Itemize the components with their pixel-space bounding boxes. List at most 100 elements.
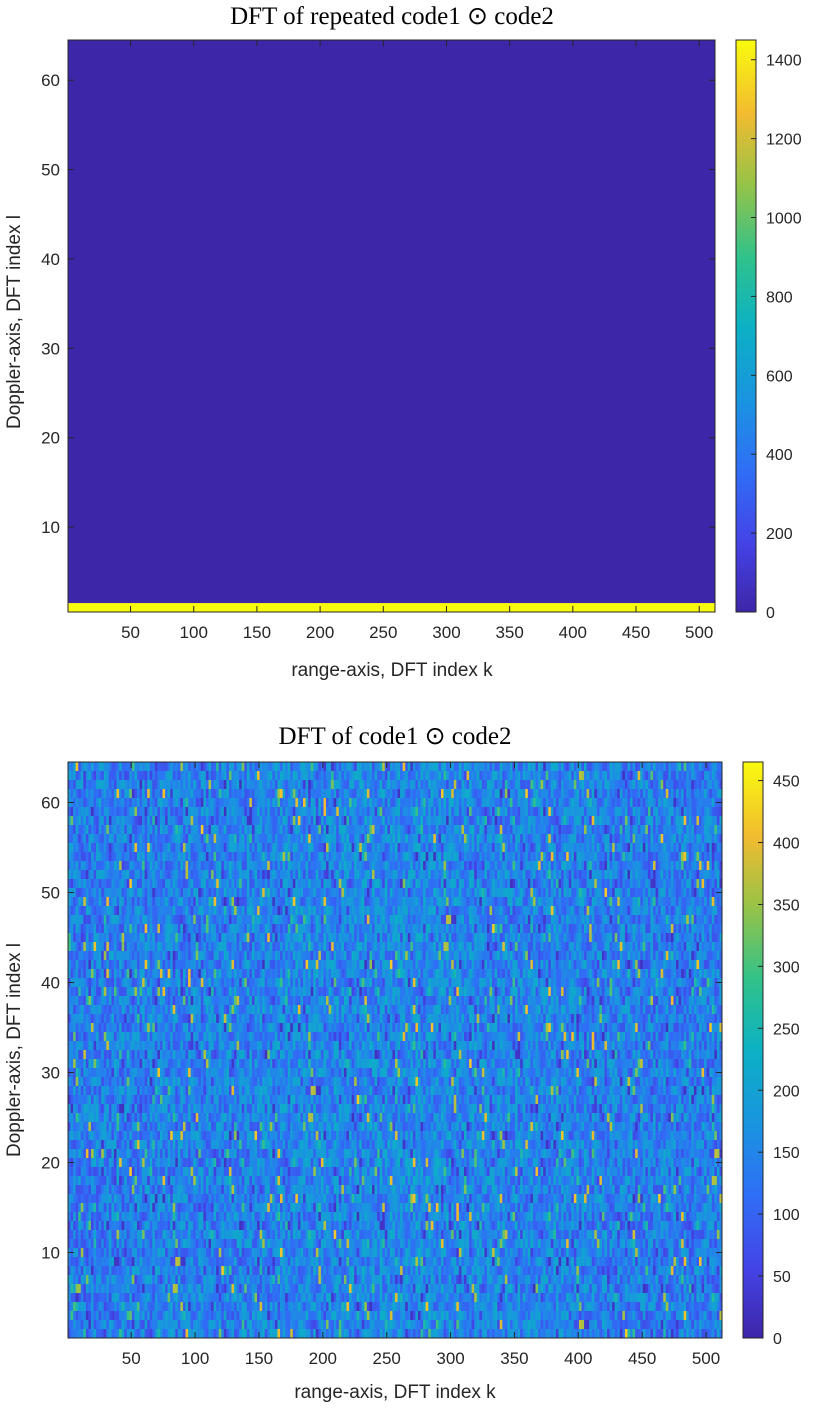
heatmap-cell [213, 924, 217, 934]
heatmap-cell [144, 825, 148, 835]
heatmap-cell [239, 825, 243, 835]
heatmap-cell [93, 1113, 97, 1123]
heatmap-cell [208, 1185, 212, 1195]
heatmap-cell [254, 789, 258, 799]
heatmap-cell [208, 1104, 212, 1114]
heatmap-cell [106, 1122, 110, 1132]
heatmap-cell [88, 1014, 92, 1024]
heatmap-cell [134, 951, 138, 961]
heatmap-cell [167, 1032, 171, 1042]
heatmap-cell [172, 1248, 176, 1258]
heatmap-cell [119, 870, 123, 880]
heatmap-cell [180, 1077, 184, 1087]
heatmap-cell [113, 906, 117, 916]
heatmap-cell [228, 1032, 232, 1042]
heatmap-cell [149, 1257, 153, 1267]
heatmap-cell [126, 933, 130, 943]
heatmap-cell [188, 1221, 192, 1231]
heatmap-cell [223, 1185, 227, 1195]
heatmap-cell [121, 843, 125, 853]
heatmap-cell [139, 1140, 143, 1150]
heatmap-cell [177, 915, 181, 925]
heatmap-cell [218, 1086, 222, 1096]
heatmap-cell [121, 1329, 125, 1339]
heatmap-cell [228, 1095, 232, 1105]
heatmap-cell [236, 1221, 240, 1231]
heatmap-cell [142, 1320, 146, 1330]
heatmap-cell [131, 1284, 135, 1294]
heatmap-cell [124, 1293, 128, 1303]
heatmap-cell [98, 1320, 102, 1330]
heatmap-cell [211, 789, 215, 799]
heatmap-cell [177, 942, 181, 952]
heatmap-cell [124, 978, 128, 988]
heatmap-cell [251, 816, 255, 826]
heatmap-cell [246, 1131, 250, 1141]
heatmap-cell [111, 1005, 115, 1015]
colorbar-tick-label: 1200 [766, 132, 802, 149]
heatmap-cell [78, 1221, 82, 1231]
heatmap-cell [162, 1203, 166, 1213]
heatmap-cell [98, 942, 102, 952]
heatmap-cell [73, 960, 77, 970]
heatmap-cell [221, 1068, 225, 1078]
heatmap-cell [203, 1059, 207, 1069]
colorbar-tick-label: 1000 [766, 211, 802, 228]
heatmap-cell [195, 1095, 199, 1105]
heatmap-cell [85, 1005, 89, 1015]
heatmap-cell [90, 1320, 94, 1330]
heatmap-cell [108, 1104, 112, 1114]
heatmap-cell [83, 1131, 87, 1141]
heatmap-cell [177, 1113, 181, 1123]
heatmap-cell [246, 1086, 250, 1096]
heatmap-cell [167, 906, 171, 916]
heatmap-cell [190, 1041, 194, 1051]
heatmap-cell [205, 1149, 209, 1159]
heatmap-cell [262, 924, 266, 934]
heatmap-cell [195, 771, 199, 781]
heatmap-cell [139, 996, 143, 1006]
heatmap-cell [228, 1248, 232, 1258]
heatmap-cell [142, 1248, 146, 1258]
heatmap-cell [144, 969, 148, 979]
heatmap-cell [70, 762, 74, 772]
heatmap-cell [205, 1266, 209, 1276]
heatmap-cell [175, 834, 179, 844]
heatmap-cell [177, 1122, 181, 1132]
heatmap-cell [116, 1320, 120, 1330]
x-tick-label: 400 [559, 623, 587, 642]
heatmap-cell [262, 987, 266, 997]
heatmap-cell [241, 1311, 245, 1321]
heatmap-cell [159, 1086, 163, 1096]
heatmap-cell [200, 1158, 204, 1168]
heatmap-cell [152, 861, 156, 871]
heatmap-cell [259, 1302, 263, 1312]
heatmap-cell [216, 798, 220, 808]
heatmap-cell [165, 1221, 169, 1231]
heatmap-cell [139, 1311, 143, 1321]
heatmap-cell [177, 924, 181, 934]
heatmap-cell [170, 942, 174, 952]
heatmap-cell [244, 1122, 248, 1132]
heatmap-cell [213, 825, 217, 835]
heatmap-cell [211, 897, 215, 907]
heatmap-cell [154, 1266, 158, 1276]
heatmap-cell [177, 1068, 181, 1078]
y-tick-label: 30 [41, 339, 60, 358]
heatmap-cell [111, 1239, 115, 1249]
heatmap-cell [234, 1230, 237, 1240]
heatmap-cell [241, 1167, 245, 1177]
heatmap-cell [83, 807, 87, 817]
heatmap-cell [190, 933, 194, 943]
heatmap-cell [167, 807, 171, 817]
heatmap-cell [180, 780, 184, 790]
heatmap-cell [249, 1041, 253, 1051]
heatmap-cell [85, 1158, 89, 1168]
heatmap-cell [75, 807, 79, 817]
heatmap-cell [200, 1266, 204, 1276]
heatmap-cell [200, 987, 204, 997]
heatmap-cell [177, 789, 181, 799]
heatmap-cell [167, 1257, 171, 1267]
heatmap-cell [205, 897, 209, 907]
